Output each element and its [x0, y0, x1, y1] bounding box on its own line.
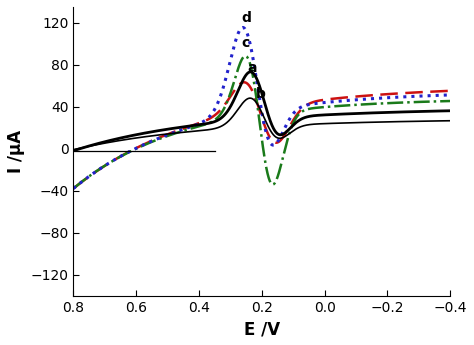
Text: d: d — [241, 11, 251, 24]
Text: b: b — [255, 87, 265, 101]
X-axis label: E /V: E /V — [244, 320, 280, 338]
Text: a: a — [248, 61, 257, 75]
Text: c: c — [241, 36, 250, 50]
Y-axis label: I /μA: I /μA — [7, 130, 25, 173]
